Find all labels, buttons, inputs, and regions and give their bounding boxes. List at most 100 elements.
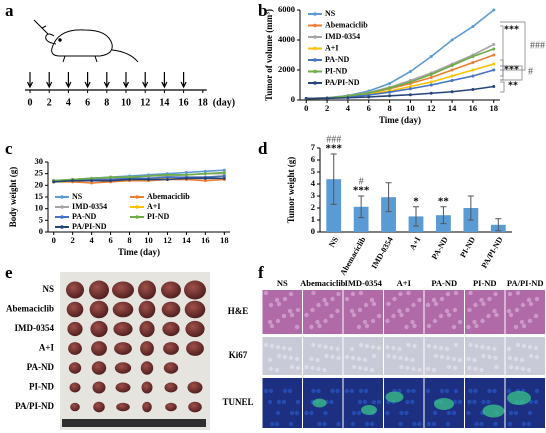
data-point bbox=[304, 97, 308, 100]
tumor bbox=[163, 342, 179, 355]
x-tick-label: 8 bbox=[387, 103, 391, 113]
tunel-signal bbox=[312, 398, 327, 408]
texture bbox=[350, 291, 356, 297]
texture bbox=[295, 365, 301, 371]
texture bbox=[269, 323, 275, 329]
legend-marker bbox=[313, 46, 317, 51]
texture bbox=[322, 367, 327, 373]
texture bbox=[363, 302, 369, 308]
histology-image bbox=[343, 337, 383, 375]
texture bbox=[473, 366, 478, 372]
data-point bbox=[408, 87, 412, 91]
texture bbox=[310, 307, 315, 313]
tumor bbox=[138, 280, 156, 300]
texture bbox=[391, 345, 396, 351]
texture bbox=[397, 308, 402, 314]
texture bbox=[344, 296, 350, 302]
texture bbox=[466, 324, 471, 330]
texture bbox=[392, 354, 397, 360]
data-point bbox=[450, 79, 454, 82]
data-point bbox=[492, 68, 496, 72]
texture bbox=[472, 319, 477, 325]
tumor bbox=[184, 280, 206, 300]
data-point bbox=[471, 88, 475, 91]
day-label: 0 bbox=[28, 97, 33, 108]
histology-column-label: PI-ND bbox=[473, 278, 497, 288]
data-point bbox=[184, 171, 188, 174]
texture bbox=[364, 343, 370, 349]
x-tick-label: 16 bbox=[469, 103, 478, 113]
histology-column-label: A+I bbox=[397, 278, 412, 288]
texture bbox=[452, 307, 458, 313]
data-point bbox=[471, 74, 475, 78]
x-tick-label: 6 bbox=[367, 103, 371, 113]
day-label: 8 bbox=[104, 97, 109, 108]
texture bbox=[311, 290, 316, 296]
injection-arrow bbox=[46, 72, 53, 89]
texture bbox=[446, 312, 452, 318]
texture bbox=[275, 318, 281, 324]
texture bbox=[520, 366, 526, 372]
tumor-photo bbox=[60, 272, 210, 430]
texture bbox=[474, 323, 479, 329]
texture bbox=[472, 357, 477, 363]
texture bbox=[507, 355, 513, 361]
data-point bbox=[429, 83, 433, 87]
texture bbox=[398, 421, 403, 427]
x-tick-label: 2 bbox=[71, 235, 75, 245]
legend-marker bbox=[60, 195, 64, 199]
texture bbox=[481, 399, 486, 405]
tumor bbox=[140, 361, 154, 375]
texture bbox=[519, 357, 525, 363]
texture bbox=[492, 346, 497, 352]
texture bbox=[295, 399, 301, 405]
legend-marker bbox=[313, 69, 317, 74]
data-point bbox=[408, 80, 412, 84]
texture bbox=[479, 421, 484, 427]
texture bbox=[526, 297, 532, 303]
texture bbox=[526, 367, 532, 373]
data-point bbox=[325, 96, 329, 100]
tumor bbox=[163, 362, 179, 374]
significance: * bbox=[413, 195, 419, 207]
texture bbox=[534, 388, 540, 394]
texture bbox=[315, 319, 320, 325]
texture bbox=[323, 318, 328, 324]
data-point bbox=[146, 174, 150, 178]
significance: ### bbox=[326, 134, 341, 145]
bracket bbox=[500, 25, 504, 77]
texture bbox=[369, 367, 375, 373]
texture bbox=[426, 323, 432, 329]
texture bbox=[439, 354, 445, 360]
texture bbox=[329, 313, 334, 319]
texture bbox=[492, 388, 497, 394]
y-tick-label: 5 bbox=[311, 166, 315, 176]
tumor bbox=[164, 382, 178, 393]
data-point bbox=[146, 178, 150, 181]
texture bbox=[493, 291, 498, 297]
texture bbox=[452, 399, 458, 405]
tumor bbox=[70, 402, 80, 412]
texture bbox=[473, 302, 478, 308]
y-tick-label: 0 bbox=[311, 226, 315, 236]
texture bbox=[358, 290, 364, 296]
significance: *** bbox=[504, 24, 519, 35]
texture bbox=[494, 364, 499, 370]
texture bbox=[398, 291, 403, 297]
texture bbox=[444, 346, 450, 352]
texture bbox=[276, 399, 282, 405]
texture bbox=[457, 399, 463, 405]
texture bbox=[446, 410, 452, 416]
series-line bbox=[53, 177, 225, 183]
x-tick-label: 18 bbox=[490, 103, 499, 113]
texture bbox=[457, 319, 463, 325]
data-point bbox=[203, 176, 207, 180]
legend-marker bbox=[313, 35, 317, 39]
texture bbox=[282, 388, 288, 394]
texture bbox=[473, 388, 478, 394]
data-point bbox=[203, 172, 207, 176]
tumor bbox=[115, 382, 131, 393]
texture bbox=[363, 388, 369, 394]
texture bbox=[444, 308, 450, 314]
significance: # bbox=[359, 176, 364, 187]
